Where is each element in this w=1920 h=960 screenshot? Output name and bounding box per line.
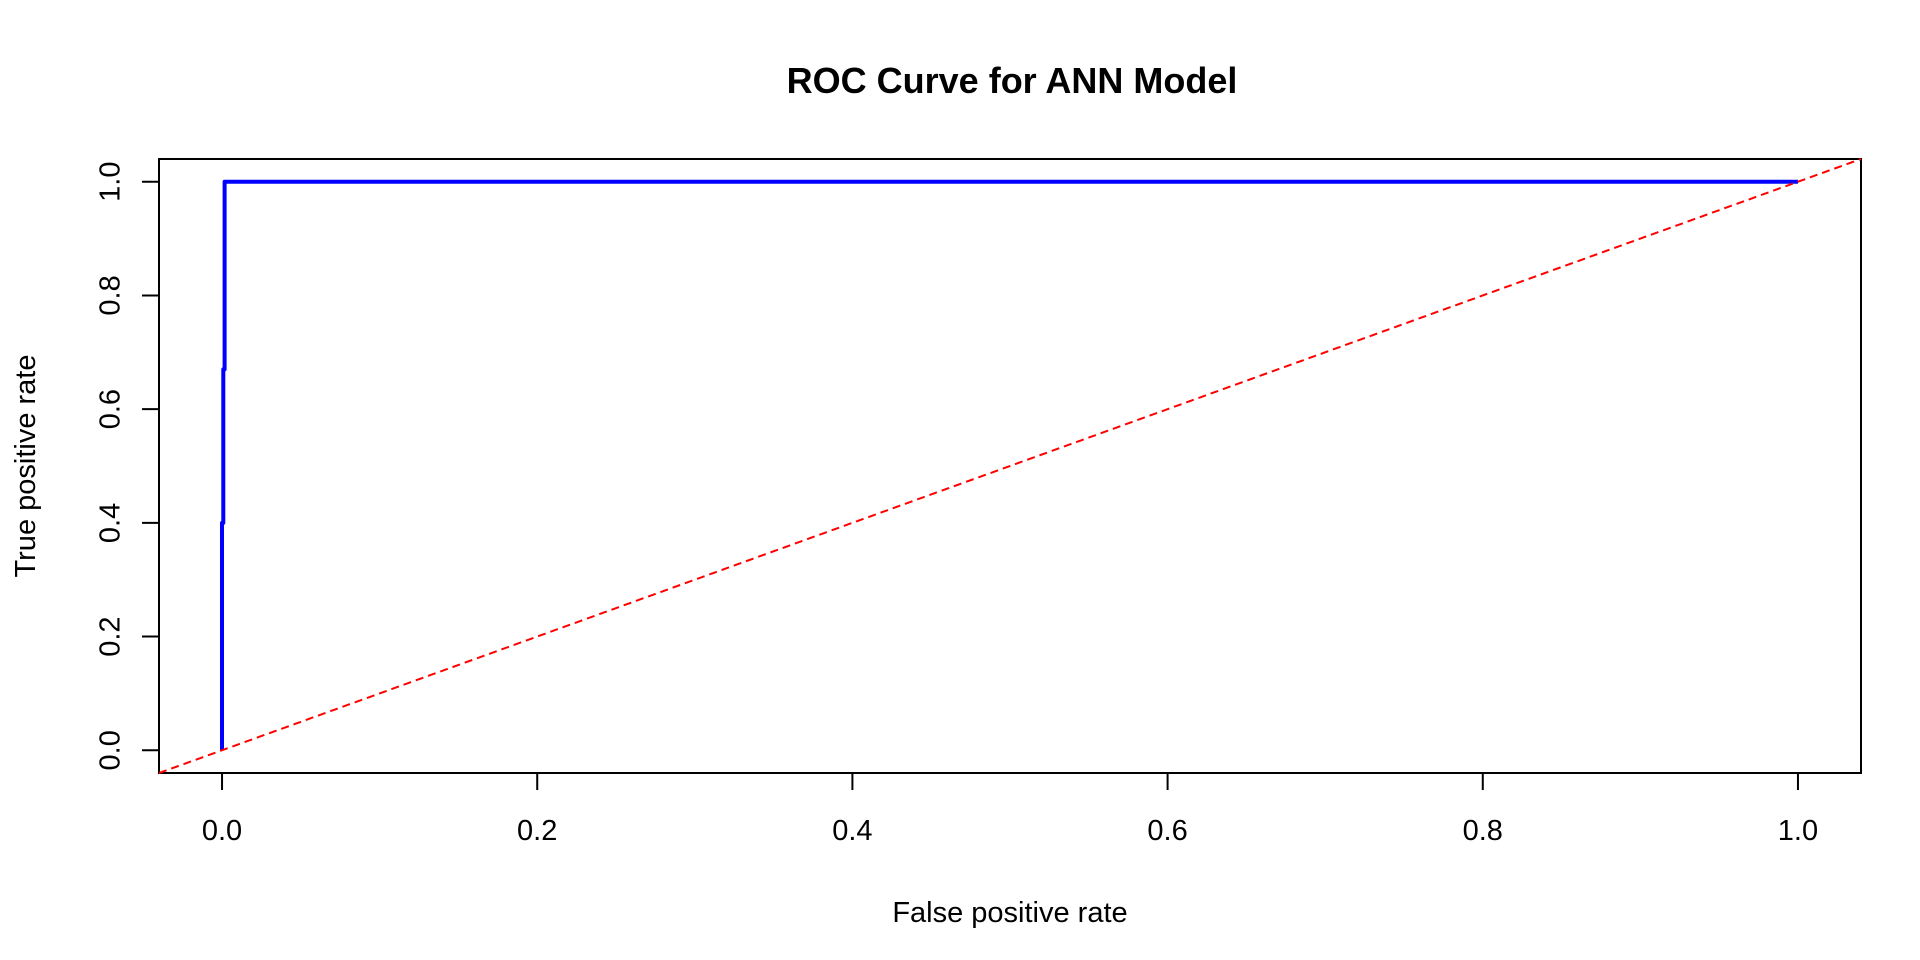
y-tick-label: 0.4: [95, 503, 127, 543]
x-tick-label: 1.0: [1778, 815, 1818, 847]
x-tick-label: 0.2: [517, 815, 557, 847]
x-tick-label: 0.4: [832, 815, 872, 847]
y-tick-label: 0.8: [95, 275, 127, 315]
roc-curve-line: [220, 179, 1798, 751]
diagonal-reference-line: [158, 158, 1862, 774]
y-axis-label: True positive rate: [10, 355, 42, 578]
y-tick-label: 1.0: [95, 162, 127, 202]
plot-lines: [158, 158, 1862, 774]
x-tick-label: 0.8: [1463, 815, 1503, 847]
x-axis-label: False positive rate: [892, 897, 1127, 929]
y-tick-label: 0.0: [95, 730, 127, 770]
chart-title: ROC Curve for ANN Model: [787, 60, 1238, 101]
x-axis: 0.0 0.2 0.4 0.6 0.8 1.0: [202, 772, 1818, 847]
y-tick-label: 0.6: [95, 389, 127, 429]
y-tick-label: 0.2: [95, 616, 127, 656]
x-tick-label: 0.6: [1147, 815, 1187, 847]
x-tick-label: 0.0: [202, 815, 242, 847]
y-axis: 0.0 0.2 0.4 0.6 0.8 1.0: [95, 162, 160, 770]
